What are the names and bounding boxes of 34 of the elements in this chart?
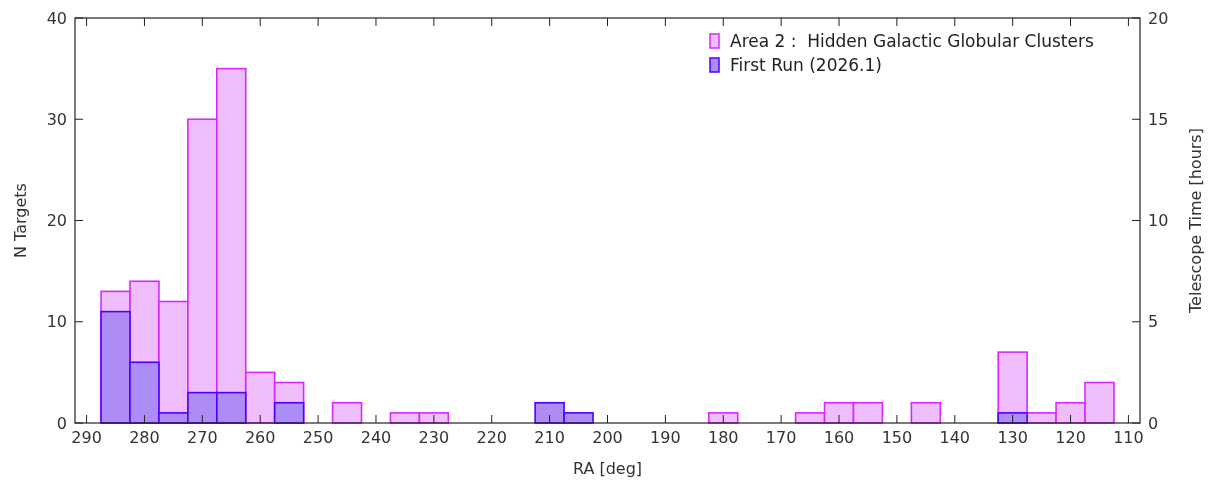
y2-tick-label: 15	[1148, 109, 1169, 129]
y-tick-label: 10	[46, 312, 67, 332]
x-tick-label: 240	[360, 428, 392, 447]
x-tick-label: 170	[765, 428, 797, 447]
y2-tick-label: 5	[1148, 312, 1159, 332]
y-tick-label: 40	[46, 8, 67, 28]
x-tick-label: 290	[71, 428, 102, 447]
y-axis-title: N Targets	[11, 183, 30, 258]
x-axis-title: RA [deg]	[572, 459, 643, 478]
x-tick-label: 180	[707, 428, 739, 447]
x-tick-label: 230	[418, 428, 450, 447]
x-tick-label: 200	[592, 428, 623, 447]
x-tick-label: 260	[244, 428, 276, 447]
x-tick-label: 110	[1113, 428, 1144, 447]
y2-tick-label: 10	[1148, 211, 1169, 231]
y-tick-label: 20	[46, 211, 67, 231]
legend-label: First Run (2026.1)	[730, 54, 882, 75]
y2-tick-label: 20	[1148, 8, 1169, 28]
legend-label: Area 2 : Hidden Galactic Globular Clusters	[730, 30, 1094, 51]
y2-tick-label: 0	[1148, 413, 1159, 433]
x-tick-label: 150	[881, 428, 913, 447]
x-tick-label: 250	[302, 428, 334, 447]
y-tick-label: 0	[56, 413, 67, 433]
x-tick-label: 210	[534, 428, 565, 447]
y-tick-label: 30	[46, 109, 67, 129]
x-tick-label: 270	[187, 428, 218, 447]
x-tick-label: 130	[997, 428, 1028, 447]
x-tick-label: 140	[939, 428, 971, 447]
x-tick-label: 120	[1055, 428, 1086, 447]
x-tick-label: 280	[129, 428, 160, 447]
x-tick-label: 220	[476, 428, 508, 447]
x-tick-label: 190	[650, 428, 681, 447]
y2-axis-title: Telescope Time [hours]	[1186, 128, 1205, 314]
x-tick-label: 160	[823, 428, 855, 447]
